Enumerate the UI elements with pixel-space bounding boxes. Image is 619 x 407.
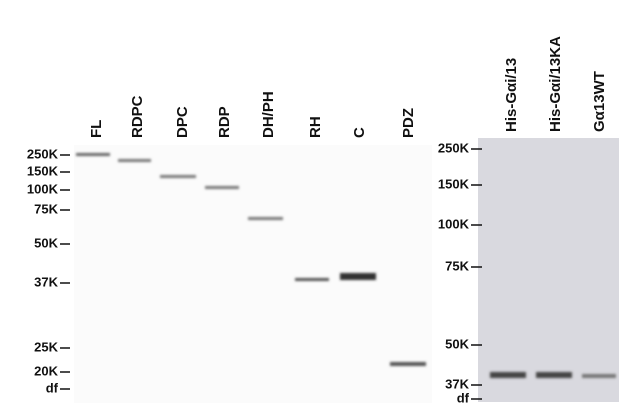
right-gel (478, 138, 619, 402)
marker-label: 75K (445, 258, 469, 273)
band (76, 153, 110, 156)
marker-label: 25K (34, 339, 58, 354)
marker-label: 50K (445, 336, 469, 351)
marker-label: 150K (438, 176, 470, 191)
band (390, 362, 426, 366)
lane-label: Gα13WT (591, 71, 608, 132)
band (536, 372, 572, 378)
marker-label: 250K (438, 140, 470, 155)
left-gel (74, 145, 432, 403)
lane-label: His-Gαi/13 (503, 58, 520, 132)
figure: FL RDPC DPC RDP DH/PH RH C PDZ 250K 150K 100K 75K 50… (0, 0, 619, 407)
marker-label: 37K (445, 376, 469, 391)
lane-label: RDP (216, 106, 233, 138)
lane-label: C (351, 127, 368, 138)
lane-label: His-Gαi/13KA (547, 36, 564, 132)
lane-label: PDZ (400, 108, 417, 138)
marker-label: df (46, 380, 59, 395)
band (248, 217, 283, 220)
lane-label: RDPC (129, 95, 146, 138)
band (295, 278, 329, 281)
lane-label: RH (307, 116, 324, 138)
marker-label: 37K (34, 274, 58, 289)
marker-label: 150K (27, 163, 59, 178)
band (490, 372, 526, 378)
lane-label: DH/PH (260, 91, 277, 138)
band (340, 273, 376, 280)
lane-label: DPC (174, 106, 191, 138)
band (205, 186, 239, 189)
marker-label: 20K (34, 363, 58, 378)
marker-label: 100K (27, 181, 59, 196)
band (160, 175, 196, 178)
band (118, 159, 151, 162)
marker-label: 50K (34, 235, 58, 250)
band (582, 374, 616, 378)
lane-label: FL (88, 120, 105, 138)
marker-label: df (457, 390, 470, 405)
marker-label: 75K (34, 201, 58, 216)
marker-label: 100K (438, 216, 470, 231)
marker-label: 250K (27, 146, 59, 161)
